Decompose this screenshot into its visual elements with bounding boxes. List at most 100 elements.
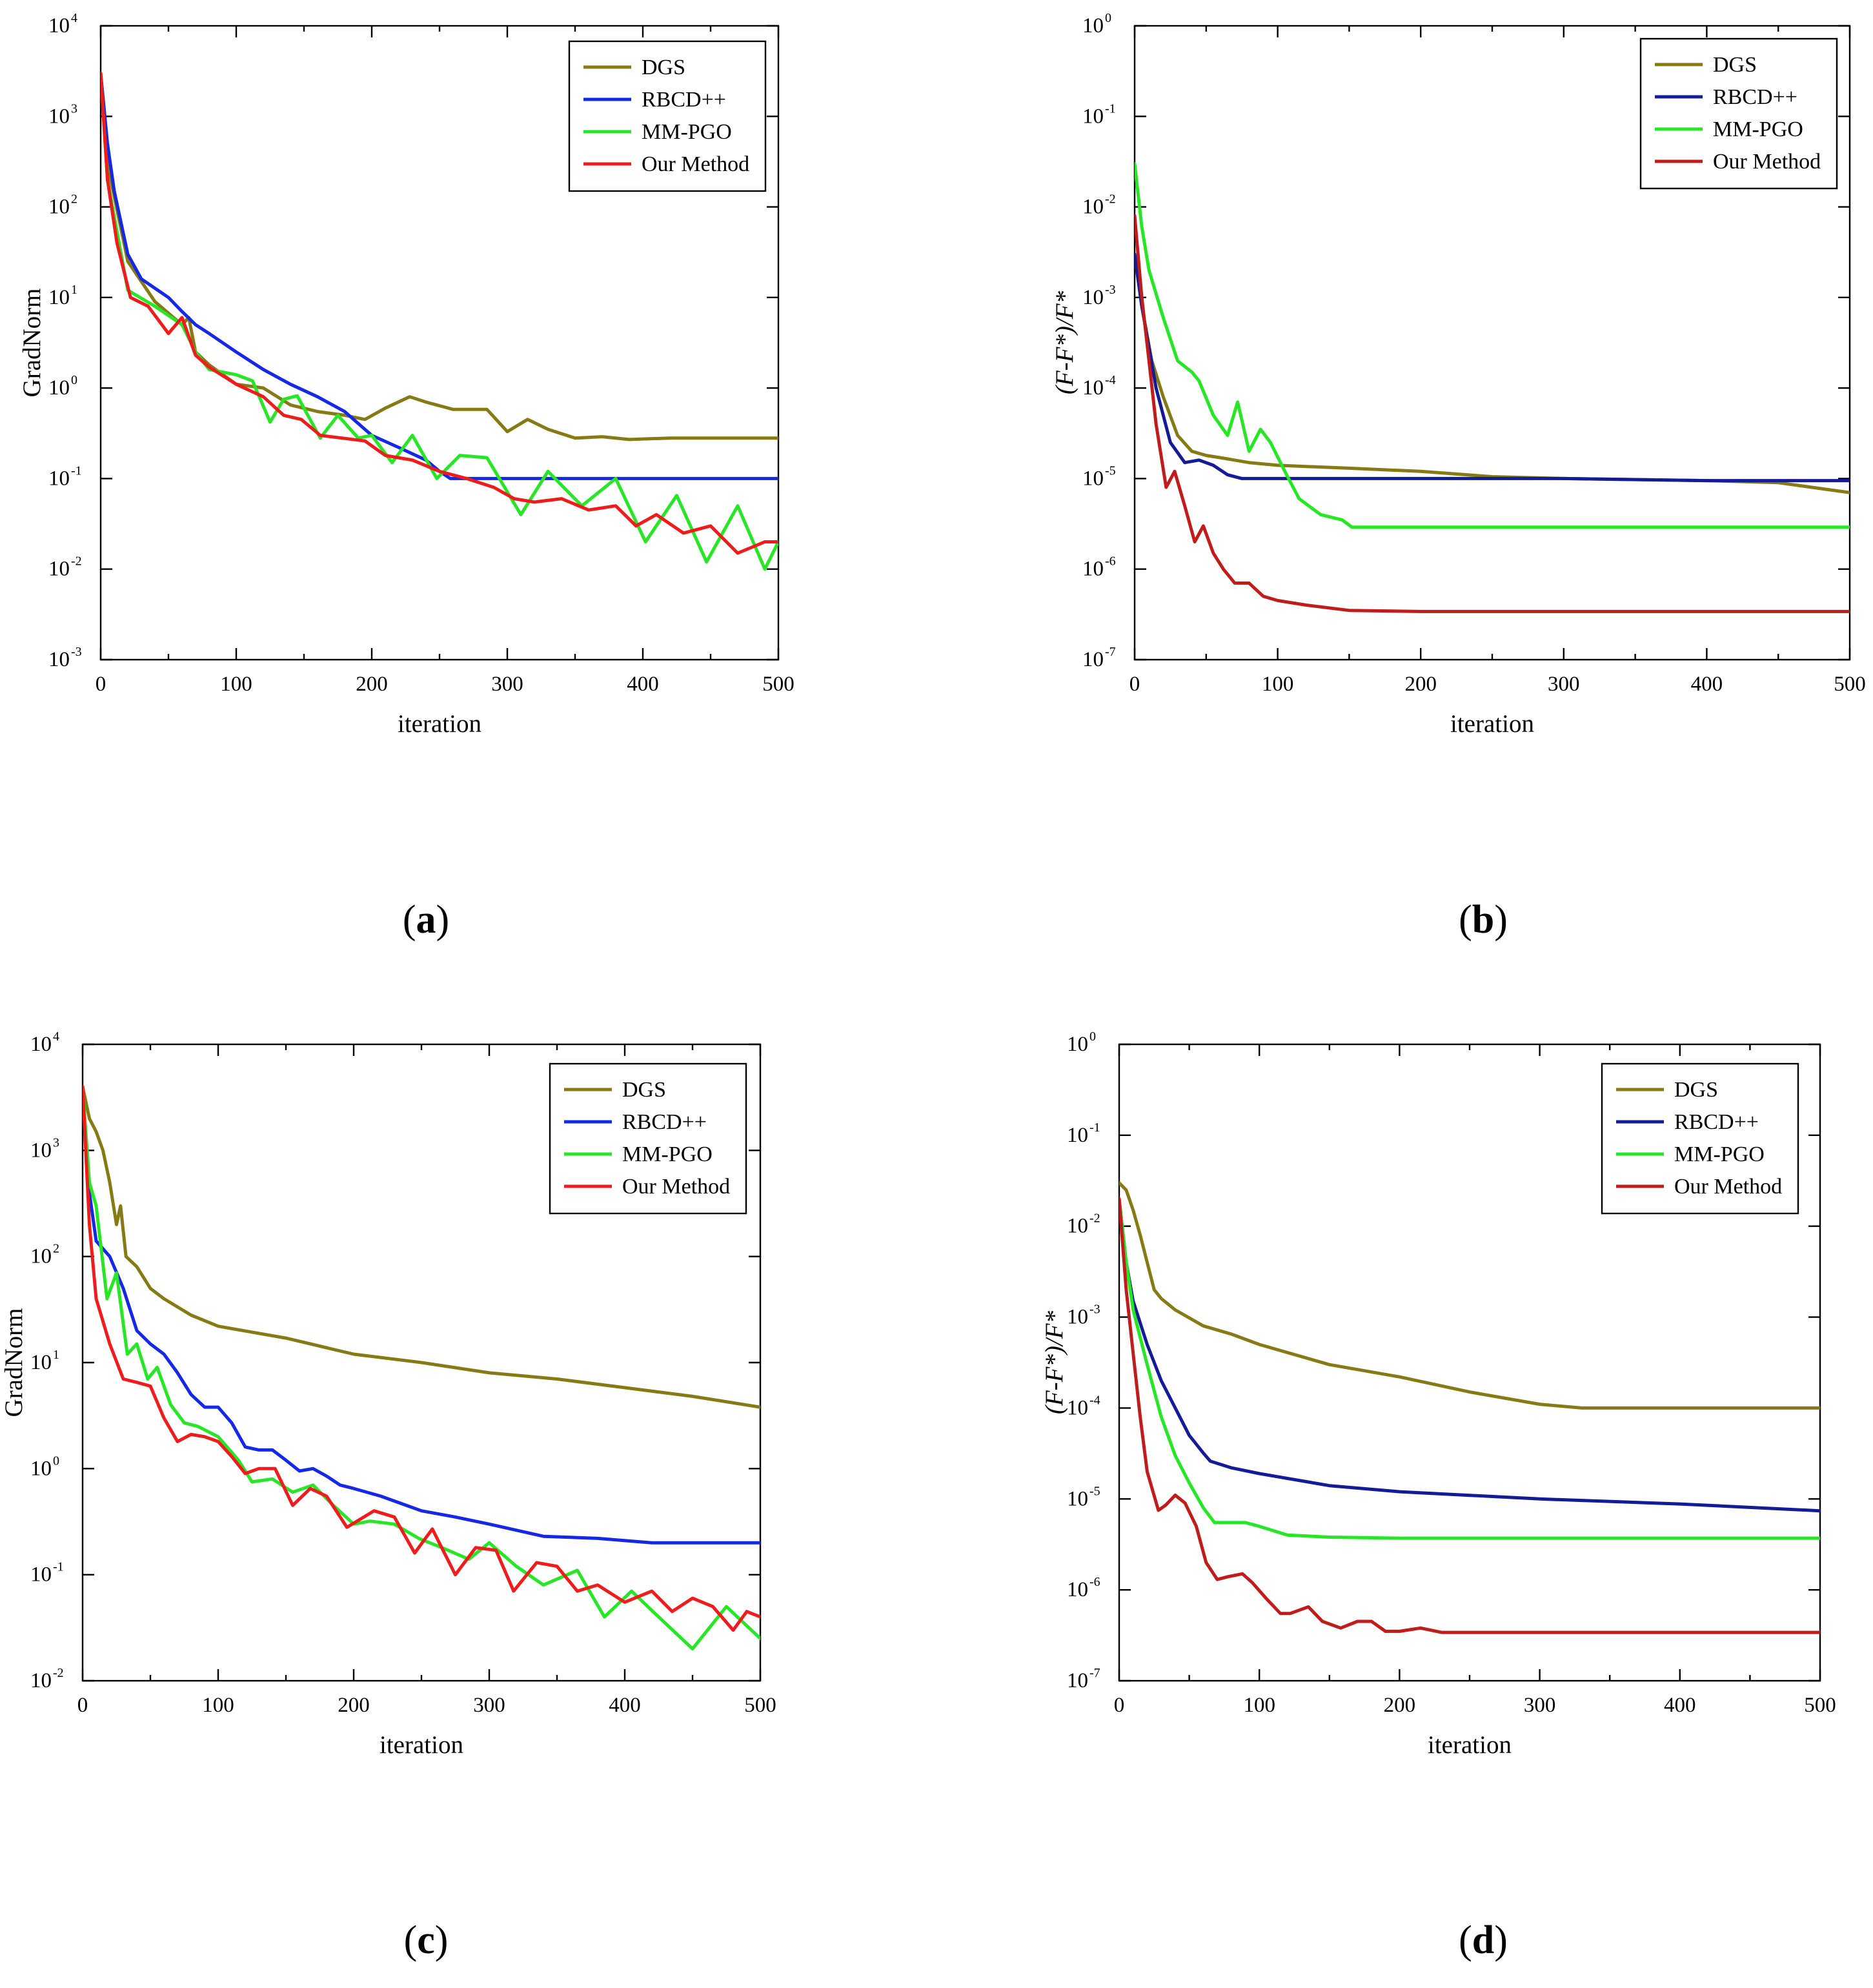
legend-entry: MM-PGO (1713, 117, 1803, 141)
legend-entry: DGS (1674, 1078, 1718, 1102)
y-tick-exponent: -6 (1089, 1575, 1100, 1589)
x-tick-label: 200 (1384, 1694, 1416, 1717)
y-tick-label: 10 (1067, 1306, 1088, 1329)
y-tick-label: 10 (1067, 1578, 1088, 1601)
y-tick-label: 10 (48, 467, 70, 490)
y-tick-label: 10 (48, 105, 70, 128)
legend-entry: MM-PGO (642, 120, 732, 144)
y-tick-label: 10 (48, 558, 70, 581)
y-tick-label: 10 (1082, 376, 1104, 400)
y-tick-exponent: -5 (1105, 463, 1116, 478)
x-axis-label: iteration (380, 1731, 463, 1759)
y-tick-exponent: 0 (71, 373, 77, 387)
series-line-our-method (1135, 214, 1850, 613)
y-tick-label: 10 (1082, 14, 1104, 37)
y-axis-label: (F-F*)/F* (1051, 290, 1078, 394)
y-tick-exponent: -2 (1089, 1212, 1100, 1226)
y-tick-exponent: -7 (1089, 1666, 1100, 1680)
y-tick-exponent: 4 (71, 11, 77, 25)
y-tick-label: 10 (1067, 1124, 1088, 1147)
legend-entry: RBCD++ (642, 88, 726, 112)
series-line-rbcd- (83, 1084, 760, 1545)
series-line-dgs (1119, 1181, 1820, 1410)
y-tick-label: 10 (48, 14, 70, 37)
y-tick-label: 10 (30, 1139, 52, 1162)
x-axis-label: iteration (398, 710, 481, 738)
x-tick-label: 200 (1404, 673, 1437, 696)
legend-entry: RBCD++ (622, 1110, 707, 1134)
y-tick-exponent: -1 (53, 1560, 64, 1574)
y-tick-label: 10 (1082, 196, 1104, 219)
x-tick-label: 300 (1548, 673, 1580, 696)
y-tick-exponent: 1 (71, 283, 77, 297)
series-line-rbcd- (101, 71, 778, 480)
y-tick-exponent: -3 (71, 645, 82, 659)
y-tick-label: 10 (30, 1457, 52, 1480)
y-tick-label: 10 (1067, 1396, 1088, 1419)
x-tick-label: 500 (1834, 673, 1866, 696)
legend-entry: DGS (622, 1078, 666, 1102)
y-axis-label: GradNorm (18, 289, 46, 398)
series-line-dgs (83, 1084, 760, 1409)
y-tick-label: 10 (1082, 467, 1104, 490)
y-tick-exponent: 4 (53, 1030, 59, 1044)
x-tick-label: 100 (1262, 673, 1294, 696)
y-tick-label: 10 (1067, 1669, 1088, 1692)
y-tick-label: 10 (30, 1351, 52, 1374)
series-line-mm-pgo (83, 1084, 760, 1650)
legend-entry: MM-PGO (622, 1142, 713, 1166)
y-tick-exponent: -7 (1105, 645, 1116, 659)
legend-entry: Our Method (642, 152, 749, 176)
panel-caption: (a) (403, 898, 449, 942)
series-line-dgs (1135, 252, 1850, 494)
y-tick-label: 10 (48, 196, 70, 219)
panel-b: 0 100 200 300 400 50010-710-610-510-410-310-2… (1051, 11, 1866, 942)
series-line-dgs (101, 71, 778, 441)
x-tick-label: 200 (338, 1694, 370, 1717)
y-tick-exponent: -2 (53, 1666, 64, 1680)
x-tick-label: 100 (202, 1694, 234, 1717)
x-tick-label: 200 (356, 673, 388, 696)
x-tick-label: 300 (491, 673, 523, 696)
y-tick-exponent: -1 (71, 463, 82, 478)
y-tick-exponent: -3 (1089, 1303, 1100, 1317)
y-tick-label: 10 (1082, 286, 1104, 309)
y-tick-exponent: -1 (1089, 1121, 1100, 1135)
panel-caption: (c) (404, 1918, 449, 1962)
series-line-our-method (1119, 1197, 1820, 1634)
y-tick-label: 10 (1082, 648, 1104, 671)
legend-entry: Our Method (622, 1175, 730, 1199)
legend-entry: Our Method (1674, 1175, 1782, 1199)
x-tick-label: 400 (1691, 673, 1723, 696)
y-tick-exponent: 3 (53, 1135, 59, 1150)
legend-entry: Our Method (1713, 150, 1821, 174)
y-tick-exponent: 1 (53, 1348, 59, 1362)
x-tick-label: 0 (1114, 1694, 1125, 1717)
series-line-our-method (83, 1084, 760, 1632)
legend-entry: DGS (642, 56, 685, 79)
y-tick-exponent: 0 (1089, 1030, 1096, 1044)
y-axis-label: (F-F*)/F* (1040, 1310, 1068, 1414)
x-tick-label: 400 (609, 1694, 641, 1717)
x-axis-label: iteration (1450, 710, 1534, 738)
x-axis-label: iteration (1428, 1731, 1512, 1759)
y-tick-exponent: -2 (71, 554, 82, 569)
y-tick-label: 10 (48, 376, 70, 400)
series-line-mm-pgo (1119, 1197, 1820, 1540)
y-tick-label: 10 (48, 286, 70, 309)
y-tick-exponent: 0 (1105, 11, 1111, 25)
y-tick-label: 10 (30, 1669, 52, 1692)
y-tick-label: 10 (1082, 105, 1104, 128)
y-tick-exponent: -4 (1089, 1393, 1100, 1407)
y-tick-label: 10 (1067, 1487, 1088, 1510)
legend-entry: RBCD++ (1674, 1110, 1759, 1134)
x-tick-label: 400 (627, 673, 659, 696)
y-tick-exponent: 3 (71, 101, 77, 116)
x-tick-label: 0 (1129, 673, 1140, 696)
y-tick-exponent: -6 (1105, 554, 1116, 569)
x-tick-label: 500 (762, 673, 795, 696)
series-line-mm-pgo (1135, 162, 1850, 529)
y-tick-exponent: 2 (71, 192, 77, 207)
series-line-rbcd- (1135, 252, 1850, 483)
